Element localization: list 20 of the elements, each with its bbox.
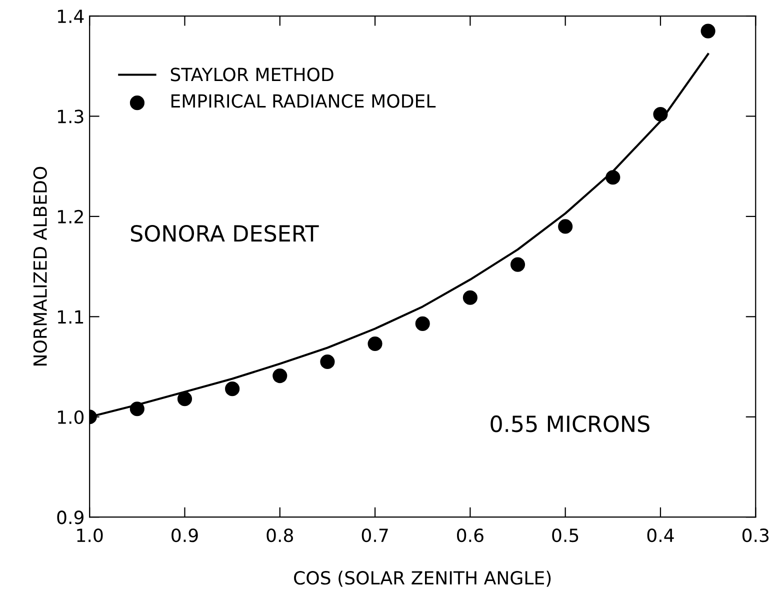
annotation: 0.55 MICRONS [490, 415, 650, 432]
x-tick-label: 0.8 [266, 528, 294, 542]
x-tick-label: 0.3 [742, 528, 769, 542]
x-axis-title: COS (SOLAR ZENITH ANGLE) [294, 570, 551, 587]
y-tick-label: 1.2 [58, 210, 83, 224]
legend-label: STAYLOR METHOD [170, 68, 334, 82]
y-tick-label: 1.1 [58, 310, 84, 324]
y-tick-label: 0.9 [57, 510, 84, 524]
y-axis-title: NORMALIZED ALBEDO [33, 166, 47, 366]
x-tick-label: 0.6 [457, 528, 484, 542]
x-tick-label: 0.4 [647, 528, 674, 542]
legend-label: EMPIRICAL RADIANCE MODEL [171, 94, 436, 108]
x-tick-label: 1.0 [77, 528, 103, 542]
y-tick-label: 1.4 [58, 10, 84, 23]
x-tick-label: 0.5 [552, 528, 578, 542]
x-tick-label: 0.9 [172, 528, 198, 542]
annotation: SONORA DESERT [131, 225, 319, 242]
y-tick-label: 1.3 [58, 110, 84, 124]
x-tick-label: 0.7 [362, 528, 388, 542]
y-tick-label: 1.0 [58, 410, 84, 424]
